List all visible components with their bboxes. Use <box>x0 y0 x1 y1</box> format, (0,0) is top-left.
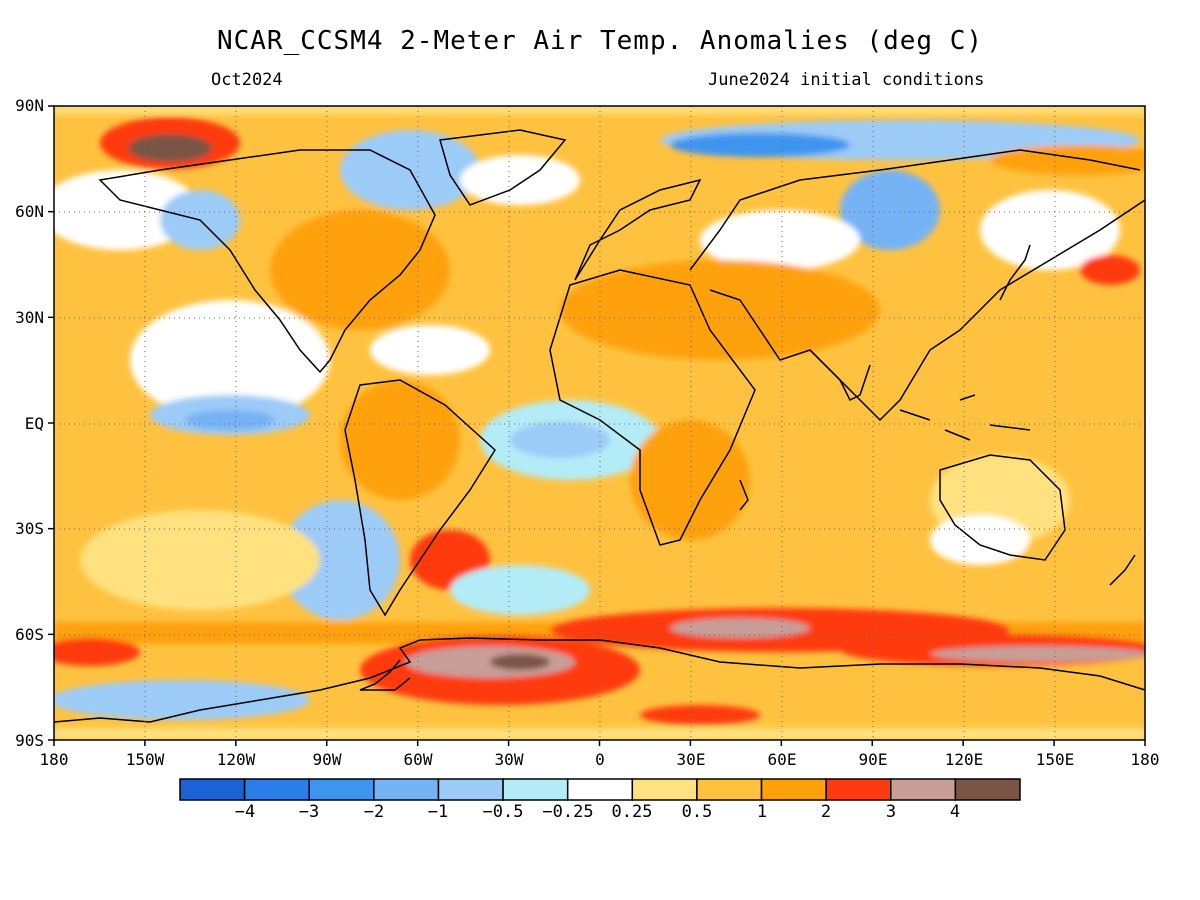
colorbar-swatch <box>631 778 698 801</box>
lon-label-180e: 180 <box>1130 750 1160 769</box>
initial-conditions-label: June2024 initial conditions <box>708 70 985 90</box>
colorbar-swatch <box>243 778 310 801</box>
map-title: NCAR_CCSM4 2-Meter Air Temp. Anomalies (… <box>216 26 984 56</box>
colorbar-swatch <box>696 778 763 801</box>
colorbar <box>179 778 1021 801</box>
colorbar-label: 0.25 <box>611 802 653 822</box>
colorbar-swatch <box>954 778 1021 801</box>
lon-label-120w: 120W <box>216 750 256 769</box>
colorbar-label: −0.25 <box>542 802 594 822</box>
lat-label-60n: 60N <box>15 202 44 221</box>
colorbar-label: 2 <box>820 802 832 822</box>
lon-label-90w: 90W <box>312 750 342 769</box>
lon-label-0: 0 <box>595 750 605 769</box>
lat-label-90n: 90N <box>15 96 44 115</box>
gridlines <box>54 106 1145 740</box>
lat-label-30n: 30N <box>15 308 44 327</box>
colorbar-label: 0.5 <box>681 802 713 822</box>
axis-ticks <box>48 105 1146 746</box>
lon-label-150e: 150E <box>1035 750 1075 769</box>
colorbar-swatch <box>825 778 892 801</box>
coastlines <box>54 129 1145 723</box>
colorbar-label: 3 <box>885 802 897 822</box>
colorbar-label: 4 <box>949 802 961 822</box>
valid-month-label: Oct2024 <box>211 70 283 90</box>
lon-label-30w: 30W <box>494 750 524 769</box>
lon-label-120e: 120E <box>944 750 984 769</box>
colorbar-swatch <box>373 778 440 801</box>
lon-label-150w: 150W <box>125 750 165 769</box>
colorbar-label: −1 <box>427 802 449 822</box>
colorbar-label: −0.5 <box>482 802 524 822</box>
colorbar-label: −3 <box>298 802 320 822</box>
lat-label-60s: 60S <box>15 625 44 644</box>
colorbar-swatch <box>760 778 827 801</box>
lon-label-180w: 180 <box>39 750 69 769</box>
lon-label-60e: 60E <box>767 750 797 769</box>
anomaly-field <box>54 106 1145 740</box>
lat-label-30s: 30S <box>15 519 44 538</box>
lon-label-60w: 60W <box>403 750 433 769</box>
colorbar-swatch <box>502 778 569 801</box>
lon-label-90e: 90E <box>858 750 888 769</box>
colorbar-swatch <box>890 778 957 801</box>
colorbar-label: −2 <box>363 802 385 822</box>
colorbar-swatch <box>179 778 246 801</box>
lat-label-90s: 90S <box>15 731 44 750</box>
colorbar-swatch <box>566 778 634 801</box>
lon-label-30e: 30E <box>676 750 706 769</box>
colorbar-label: 1 <box>756 802 768 822</box>
lat-label-eq: EQ <box>24 414 44 433</box>
colorbar-label: −4 <box>234 802 256 822</box>
colorbar-swatch <box>308 778 375 801</box>
colorbar-swatch <box>437 778 504 801</box>
